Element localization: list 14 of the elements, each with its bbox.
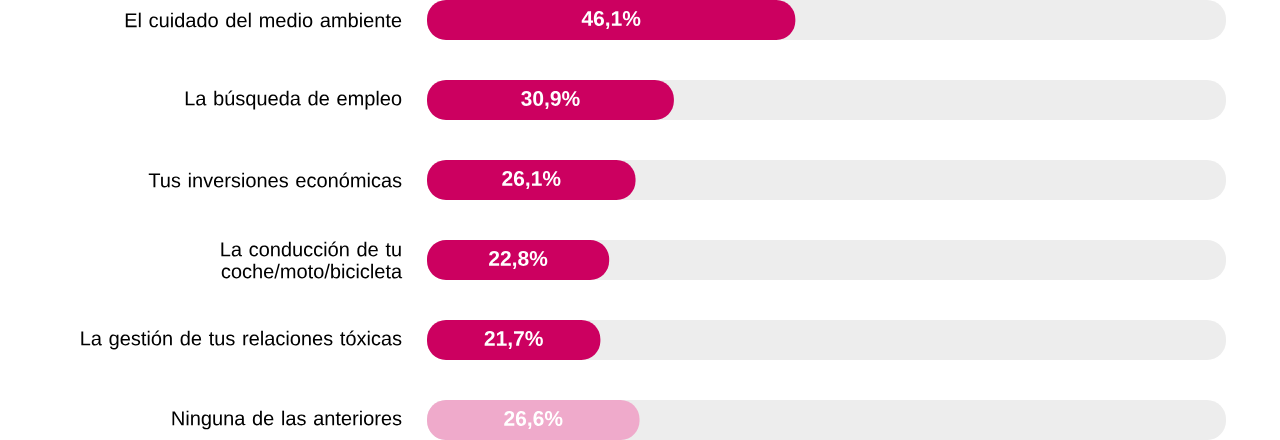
y-tick-label: La búsqueda de empleo: [185, 90, 402, 110]
data-label: 30,9%: [521, 91, 580, 109]
data-label: 21,7%: [484, 331, 543, 349]
data-label: 26,6%: [504, 411, 563, 429]
y-tick-label: Tus inversiones económicas: [148, 172, 402, 188]
y-tick-label: El cuidado del medio ambiente: [125, 12, 402, 28]
bar: [427, 320, 601, 360]
y-tick-label: La gestión de tus relaciones tóxicas: [81, 330, 402, 350]
y-tick-label: Ninguna de las anteriores: [172, 410, 402, 430]
bar: [427, 240, 610, 280]
data-label: 46,1%: [581, 11, 641, 29]
data-label: 22,8%: [489, 251, 548, 269]
data-label: 26,1%: [502, 171, 561, 189]
y-tick-label: La conducción de tu coche/moto/bicicleta: [221, 241, 403, 279]
